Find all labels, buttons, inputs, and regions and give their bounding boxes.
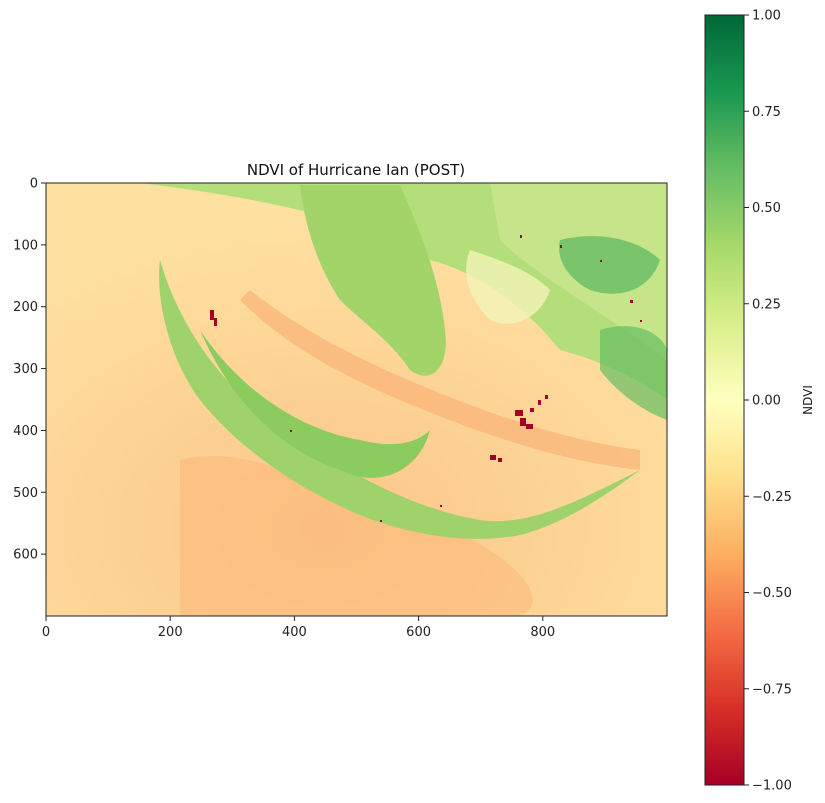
damaged-area xyxy=(210,235,642,522)
colorbar-label: NDVI xyxy=(801,385,815,415)
low-ndvi-land xyxy=(466,250,550,324)
y-tick-label: 0 xyxy=(30,177,38,192)
turbid-water-plume xyxy=(180,455,533,616)
y-tick-label: 300 xyxy=(13,362,38,377)
x-tick-label: 800 xyxy=(530,625,555,640)
colorbar-tick-label: −1.00 xyxy=(752,779,792,794)
colorbar-tick-label: −0.25 xyxy=(752,490,792,505)
y-axis: 0 100 200 300 400 500 600 xyxy=(13,177,46,563)
colorbar-ticks: −1.00 −0.75 −0.50 −0.25 0.00 0.25 0.50 0.75 1.00 xyxy=(744,9,792,794)
y-tick-label: 500 xyxy=(13,486,38,501)
chart-title: NDVI of Hurricane Ian (POST) xyxy=(247,161,465,179)
y-tick-label: 400 xyxy=(13,424,38,439)
colorbar-tick-label: 0.75 xyxy=(752,105,781,120)
y-tick-label: 100 xyxy=(13,238,38,253)
colorbar-tick-label: −0.75 xyxy=(752,682,792,697)
ndvi-raster xyxy=(46,183,667,616)
x-tick-label: 0 xyxy=(42,625,50,640)
turbid-water-channel xyxy=(240,290,640,470)
barrier-island xyxy=(159,260,640,539)
peninsula-vegetation xyxy=(300,185,446,376)
colorbar-tick-label: −0.50 xyxy=(752,586,792,601)
y-tick-label: 200 xyxy=(13,300,38,315)
plot-frame xyxy=(45,182,668,617)
colorbar-tick-label: 0.00 xyxy=(752,394,781,409)
colorbar xyxy=(704,14,745,786)
y-tick-label: 600 xyxy=(13,548,38,563)
colorbar-tick-label: 0.50 xyxy=(752,201,781,216)
colorbar-tick-label: 0.25 xyxy=(752,297,781,312)
x-tick-label: 200 xyxy=(158,625,183,640)
x-tick-label: 600 xyxy=(406,625,431,640)
x-axis: 0 200 400 600 800 xyxy=(42,616,555,640)
dense-vegetation-patch-east xyxy=(600,326,667,420)
x-tick-label: 400 xyxy=(282,625,307,640)
dense-vegetation-patch xyxy=(559,236,660,294)
sanibel-island xyxy=(200,330,430,478)
colorbar-tick-label: 1.00 xyxy=(752,9,781,24)
